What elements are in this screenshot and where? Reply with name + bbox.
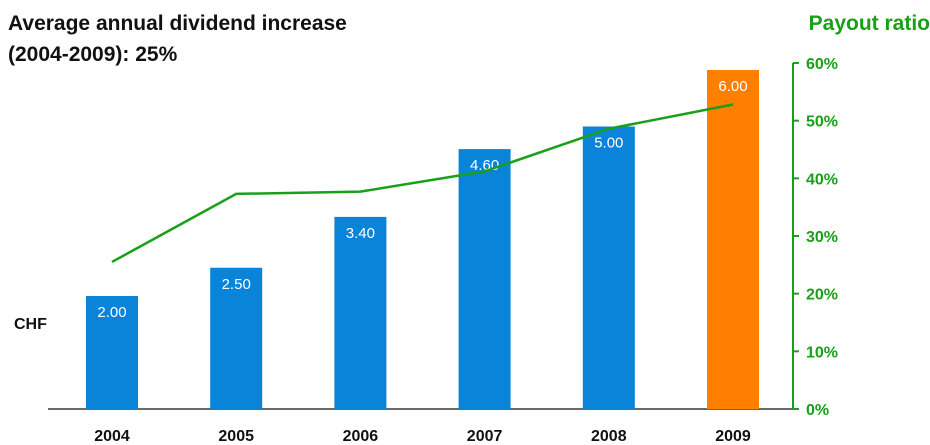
right-tick-label: 60% [806,56,838,73]
bar-2004 [86,296,138,409]
bar-2008 [582,126,635,409]
bar-value-label: 3.40 [346,225,375,242]
right-tick-label: 10% [806,344,838,361]
bar-2009 [707,70,759,409]
right-axis-title: Payout ratio [808,12,930,35]
bar-2006 [334,216,387,409]
x-tick-label: 2007 [467,428,503,445]
bar-2007 [458,149,511,409]
right-tick-label: 30% [806,229,838,246]
right-tick-label: 50% [806,114,838,131]
chart-title-line-2: (2004-2009): 25% [8,43,178,66]
bar-value-label: 2.50 [222,276,251,293]
right-tick-label: 0% [806,402,829,419]
right-tick-label: 40% [806,171,838,188]
x-tick-label: 2009 [715,428,751,445]
unit-label: CHF [14,316,47,333]
x-tick-label: 2004 [94,428,130,445]
payout-ratio-line [111,103,734,264]
bar-value-label: 5.00 [594,135,623,152]
bar-value-label: 2.00 [97,304,126,321]
x-tick-label: 2006 [343,428,379,445]
bar-value-label: 6.00 [718,78,747,95]
chart-title-line-1: Average annual dividend increase [8,12,347,35]
x-tick-label: 2008 [591,428,627,445]
chart-title: Average annual dividend increase (2004-2… [8,8,347,70]
x-tick-label: 2005 [218,428,254,445]
right-tick-label: 20% [806,287,838,304]
bar-2005 [210,267,263,409]
